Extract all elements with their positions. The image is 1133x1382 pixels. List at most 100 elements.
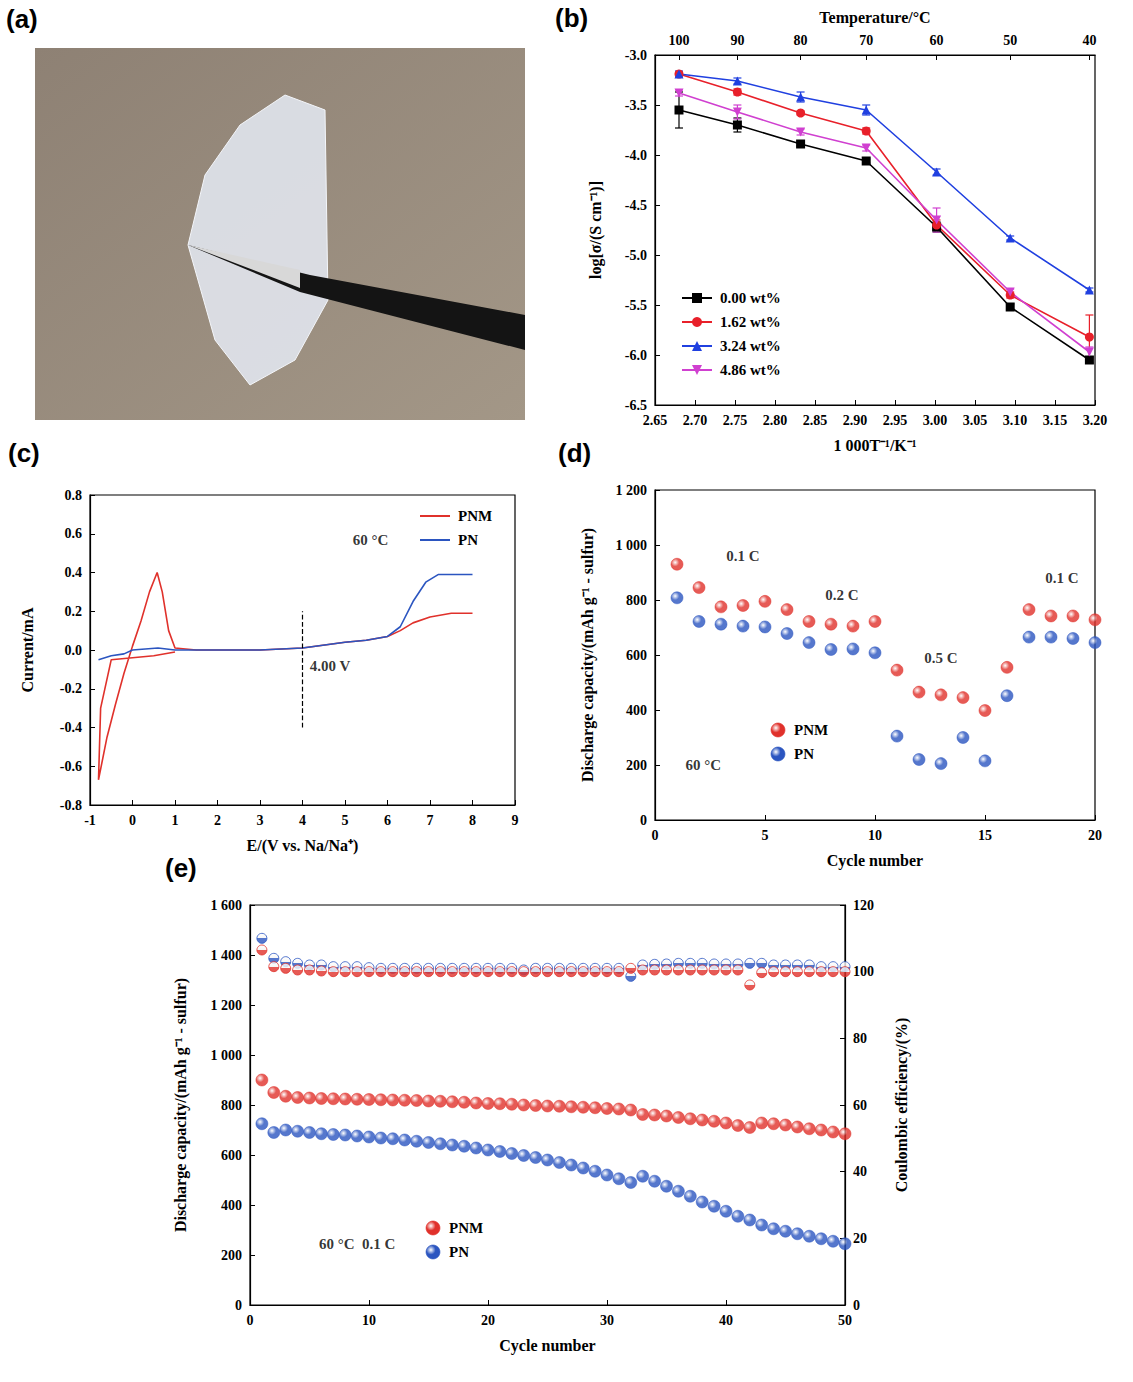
svg-text:0.2: 0.2 (65, 604, 83, 619)
svg-text:20: 20 (853, 1231, 867, 1246)
svg-text:4.86 wt%: 4.86 wt% (720, 362, 781, 378)
svg-text:7: 7 (427, 813, 434, 828)
svg-text:1 000: 1 000 (616, 538, 648, 553)
svg-text:0.2 C: 0.2 C (825, 587, 858, 603)
svg-text:PN: PN (458, 532, 478, 548)
svg-text:4.00 V: 4.00 V (310, 658, 351, 674)
svg-text:3.15: 3.15 (1043, 413, 1068, 428)
svg-text:0.5 C: 0.5 C (924, 650, 957, 666)
svg-text:5: 5 (762, 828, 769, 843)
svg-text:20: 20 (1088, 828, 1102, 843)
svg-text:2.95: 2.95 (883, 413, 908, 428)
svg-text:(a): (a) (6, 4, 38, 34)
svg-text:1 400: 1 400 (211, 948, 243, 963)
svg-text:3: 3 (257, 813, 264, 828)
svg-text:PN: PN (794, 746, 814, 762)
svg-text:0: 0 (853, 1298, 860, 1313)
svg-text:100: 100 (853, 964, 874, 979)
svg-text:Temperature/°C: Temperature/°C (819, 9, 930, 27)
svg-text:-5.5: -5.5 (625, 298, 647, 313)
svg-text:PN: PN (449, 1244, 469, 1260)
svg-text:120: 120 (853, 898, 874, 913)
svg-text:PNM: PNM (458, 508, 492, 524)
svg-text:5: 5 (342, 813, 349, 828)
svg-text:60 °C: 60 °C (686, 757, 722, 773)
svg-text:60 °C 0.1 C: 60 °C 0.1 C (319, 1236, 395, 1252)
svg-text:1: 1 (172, 813, 179, 828)
svg-text:3.05: 3.05 (963, 413, 988, 428)
svg-text:60 °C: 60 °C (353, 532, 389, 548)
svg-text:60: 60 (853, 1098, 867, 1113)
svg-text:Discharge capacity/(mAh g⁻¹ -: Discharge capacity/(mAh g⁻¹ - sulfur) (579, 528, 597, 782)
svg-text:400: 400 (626, 703, 647, 718)
svg-text:1 000T⁻¹/K⁻¹: 1 000T⁻¹/K⁻¹ (833, 437, 916, 454)
svg-text:2.90: 2.90 (843, 413, 868, 428)
svg-text:10: 10 (868, 828, 882, 843)
svg-text:0: 0 (247, 1313, 254, 1328)
svg-text:200: 200 (221, 1248, 242, 1263)
svg-text:20: 20 (481, 1313, 495, 1328)
svg-text:100: 100 (669, 33, 690, 48)
svg-text:0: 0 (235, 1298, 242, 1313)
svg-text:30: 30 (600, 1313, 614, 1328)
svg-text:(e): (e) (165, 853, 197, 883)
svg-text:8: 8 (469, 813, 476, 828)
svg-text:(b): (b) (555, 3, 588, 33)
svg-text:600: 600 (221, 1148, 242, 1163)
svg-text:-6.0: -6.0 (625, 348, 647, 363)
svg-text:0.1 C: 0.1 C (1045, 570, 1078, 586)
svg-text:2: 2 (214, 813, 221, 828)
svg-text:6: 6 (384, 813, 391, 828)
svg-text:800: 800 (221, 1098, 242, 1113)
svg-text:2.85: 2.85 (803, 413, 828, 428)
svg-text:3.24 wt%: 3.24 wt% (720, 338, 781, 354)
svg-text:Cycle number: Cycle number (499, 1337, 595, 1355)
svg-text:(d): (d) (558, 438, 591, 468)
svg-text:E/(V vs. Na/Na⁺): E/(V vs. Na/Na⁺) (247, 837, 359, 855)
svg-text:-4.5: -4.5 (625, 198, 647, 213)
svg-text:50: 50 (1003, 33, 1017, 48)
svg-text:1 000: 1 000 (211, 1048, 243, 1063)
svg-text:-6.5: -6.5 (625, 398, 647, 413)
svg-text:2.70: 2.70 (683, 413, 708, 428)
svg-text:0.1 C: 0.1 C (726, 548, 759, 564)
svg-text:0.6: 0.6 (65, 526, 83, 541)
svg-text:log[σ/(S cm⁻¹)]: log[σ/(S cm⁻¹)] (587, 181, 605, 279)
svg-text:90: 90 (730, 33, 744, 48)
svg-text:-1: -1 (84, 813, 96, 828)
svg-text:0.8: 0.8 (65, 488, 83, 503)
svg-text:PNM: PNM (794, 722, 828, 738)
svg-text:1.62 wt%: 1.62 wt% (720, 314, 781, 330)
svg-text:3.10: 3.10 (1003, 413, 1028, 428)
svg-text:-3.5: -3.5 (625, 98, 647, 113)
svg-text:40: 40 (1082, 33, 1096, 48)
svg-text:50: 50 (838, 1313, 852, 1328)
svg-text:200: 200 (626, 758, 647, 773)
svg-text:4: 4 (299, 813, 306, 828)
svg-text:-0.6: -0.6 (60, 759, 82, 774)
svg-text:2.65: 2.65 (643, 413, 668, 428)
svg-text:40: 40 (853, 1164, 867, 1179)
svg-text:2.75: 2.75 (723, 413, 748, 428)
svg-text:0.00 wt%: 0.00 wt% (720, 290, 781, 306)
svg-text:Coulombic efficiency/(%): Coulombic efficiency/(%) (893, 1018, 911, 1193)
svg-text:1 200: 1 200 (616, 483, 648, 498)
svg-text:0.0: 0.0 (65, 643, 83, 658)
svg-text:0: 0 (652, 828, 659, 843)
svg-text:70: 70 (859, 33, 873, 48)
svg-text:9: 9 (512, 813, 519, 828)
svg-text:80: 80 (853, 1031, 867, 1046)
svg-text:800: 800 (626, 593, 647, 608)
svg-text:-0.2: -0.2 (60, 681, 82, 696)
svg-text:3.00: 3.00 (923, 413, 948, 428)
svg-text:Current/mA: Current/mA (19, 607, 36, 692)
svg-text:0.4: 0.4 (65, 565, 83, 580)
svg-text:Cycle number: Cycle number (827, 852, 923, 870)
svg-text:2.80: 2.80 (763, 413, 788, 428)
svg-text:400: 400 (221, 1198, 242, 1213)
svg-text:10: 10 (362, 1313, 376, 1328)
svg-text:-3.0: -3.0 (625, 48, 647, 63)
svg-text:600: 600 (626, 648, 647, 663)
svg-text:3.20: 3.20 (1083, 413, 1108, 428)
svg-text:1 600: 1 600 (211, 898, 243, 913)
